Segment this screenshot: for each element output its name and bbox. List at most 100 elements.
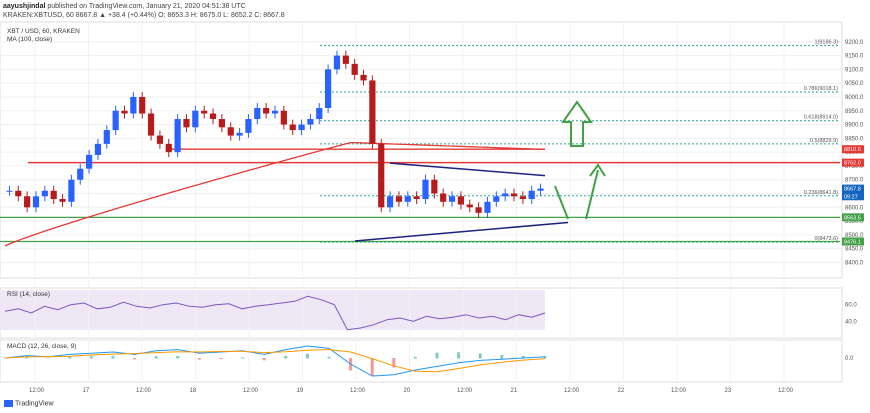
candle-body [254,108,261,120]
price-tag-label: 8810.6 [844,147,861,153]
candle-body [183,119,190,128]
macd-histogram-bar [176,355,180,359]
macd-histogram-bar [370,358,374,376]
price-tick-label: 9050.0 [845,81,864,87]
time-tick-label: 12:00 [350,388,366,394]
macd-signal-line [4,349,546,373]
price-tag [842,184,864,193]
price-tick-label: 9200.0 [845,40,864,46]
candle-body [271,110,279,114]
macd-histogram-bar [111,355,115,359]
rsi-label: RSI (14, close) [7,291,50,298]
ma-label: MA (100, close) [7,36,52,43]
macd-histogram-bar [133,358,137,360]
macd-histogram-bar [457,352,461,359]
candle-body [289,124,296,131]
candle-body [298,124,305,131]
candle-body [165,143,172,153]
time-tick-label: 12:00 [29,388,45,394]
price-tick-label: 8950.0 [845,109,864,115]
candle-body [493,196,500,202]
price-tick-label: 8850.0 [845,136,864,142]
fib-level-label: 0.618(8914.0) [804,115,838,121]
price-tick-label: 8700.0 [845,178,864,184]
fib-level-label: 0(8473.6) [814,236,838,242]
rsi-line [4,295,546,331]
candle-body [121,110,128,114]
footer-brand[interactable]: TradingView [4,400,54,407]
macd-histogram-bar [3,358,7,359]
candle-body [50,190,57,200]
tradingview-logo-icon [4,400,13,407]
macd-histogram-bar [197,358,201,360]
candle-body [192,110,199,128]
candle-body [316,108,323,120]
candle-body [15,190,22,197]
macd-histogram-bar [284,355,288,359]
time-tick-label: 17 [83,388,90,394]
green-arrow-line [554,185,569,220]
price-tag-label: 8762.0 [844,161,861,167]
price-tag-label: 8667.8 [844,187,861,193]
ohlc-line: KRAKEN:XBTUSD, 60 8667.8 ▲ +38.4 (+0.44%… [3,12,285,19]
triangle-lower-line [354,221,569,242]
candle-body [325,69,332,108]
price-tick-label: 9100.0 [845,67,864,73]
rsi-band [0,290,545,330]
price-tag [842,158,864,167]
price-tick-label: 9150.0 [845,54,864,60]
price-tick-label: 8900.0 [845,123,864,129]
candle-body [201,110,208,114]
time-tick-label: 19 [297,388,304,394]
price-tag [842,213,864,222]
candle-body [528,190,535,200]
price-tag [842,192,864,201]
candle-body [369,80,376,144]
time-tick-label: 12:00 [457,388,473,394]
candle-body [404,196,411,202]
candle-body [245,119,252,133]
candle-body [395,196,403,202]
symbol-label: XBT / USD, 60, KRAKEN [7,28,80,35]
candle-body [263,108,270,114]
candle-body [466,204,473,208]
price-tick-label: 8600.0 [845,205,864,211]
candle-body [448,196,456,202]
time-tick-label: 23 [725,388,732,394]
candle-body [457,196,464,205]
macd-tick-label: 0.0 [845,356,854,362]
macd-histogram-bar [392,358,396,368]
candle-body [431,179,438,194]
macd-histogram-bar [241,357,245,359]
candle-body [86,154,93,169]
candle-body [422,179,429,200]
publish-info: published on TradingView.com, January 21… [47,3,246,10]
candle-body [94,143,102,155]
macd-histogram-bar [154,356,158,359]
big-up-arrow-icon [561,100,593,147]
fib-level-label: 1(9186.3) [814,40,838,46]
macd-histogram-bar [219,358,223,360]
fib-level-label: 0.5(8829.9) [810,138,838,144]
time-tick-label: 18 [190,388,197,394]
candle-body [147,113,155,136]
macd-histogram-bar [327,356,331,359]
triangle-upper-line [389,162,546,177]
price-tag [842,237,864,246]
macd-histogram-bar [543,356,547,359]
price-tick-label: 9000.0 [845,95,864,101]
time-tick-label: 22 [618,388,625,394]
candle-body [351,63,358,75]
candle-body [386,196,394,208]
candle-body [378,143,385,208]
price-tag-label: 8563.5 [844,215,861,221]
macd-histogram-bar [262,358,266,361]
macd-histogram-bar [500,355,504,359]
candle-body [6,190,13,192]
candle-body [413,196,420,200]
candle-body [77,168,84,180]
candle-body [307,119,314,125]
price-tag-label: 09:27 [844,194,858,200]
price-tick-label: 8750.0 [845,164,864,170]
